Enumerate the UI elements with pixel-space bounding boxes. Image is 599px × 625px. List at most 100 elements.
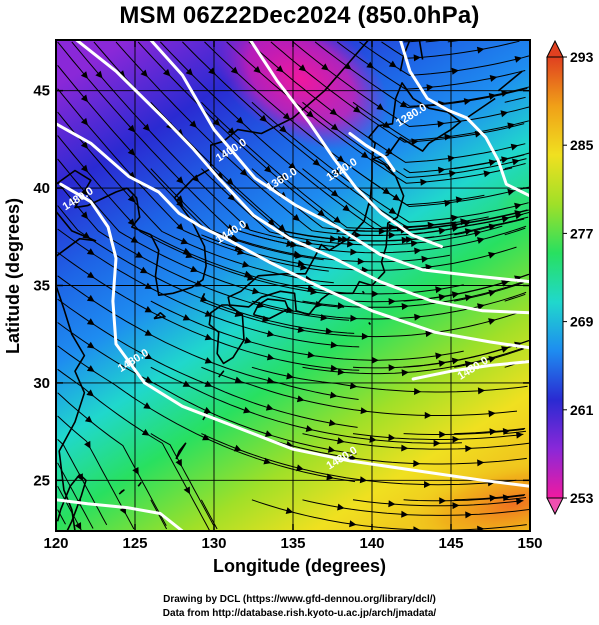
- streamline-arrowhead: [449, 170, 457, 178]
- streamline-arrowhead: [488, 410, 496, 418]
- streamline: [150, 433, 214, 526]
- streamline-arrowhead: [477, 459, 485, 467]
- streamline-arrowhead: [305, 425, 314, 432]
- streamline-arrowhead: [293, 250, 302, 258]
- streamline-arrowhead: [359, 476, 368, 484]
- streamline-arrowhead: [144, 282, 153, 289]
- streamline: [352, 101, 530, 141]
- streamline-arrowhead: [143, 402, 152, 409]
- streamline-arrowhead: [80, 188, 88, 196]
- streamline-arrowhead: [244, 336, 252, 344]
- streamline-arrowhead: [182, 314, 191, 321]
- streamline: [57, 64, 324, 261]
- streamline-arrowhead: [80, 141, 88, 149]
- streamline-arrowhead: [86, 294, 95, 302]
- streamline-arrowhead: [401, 444, 409, 452]
- y-tick-label: 30: [33, 375, 50, 392]
- y-tick-label: 45: [33, 83, 50, 100]
- streamline-arrowhead: [176, 223, 184, 231]
- streamline: [57, 298, 358, 428]
- streamline-arrowhead: [514, 56, 523, 63]
- streamline-arrowhead: [333, 216, 341, 224]
- streamline-arrowhead: [80, 94, 88, 103]
- streamline-arrowhead: [421, 255, 429, 263]
- colorbar-ticks: 293 285 277 269 261 253: [563, 49, 594, 506]
- streamline-arrowhead: [488, 356, 497, 363]
- height-contour: [56, 122, 530, 350]
- streamline-arrowhead: [297, 326, 306, 333]
- streamline-arrowhead: [382, 187, 391, 195]
- streamline-arrowhead: [329, 108, 338, 116]
- x-axis-label: Longitude (degrees): [212, 556, 386, 576]
- x-tick-label: 125: [122, 535, 147, 552]
- streamline-arrowhead: [234, 376, 243, 384]
- streamline-arrowhead: [413, 54, 421, 62]
- height-contour: [149, 40, 530, 284]
- streamline: [226, 41, 513, 184]
- colorbar-tick-label: 277: [570, 225, 594, 241]
- streamline-arrowhead: [204, 333, 213, 341]
- streamline-arrowhead: [473, 230, 482, 237]
- streamline-arrowhead: [488, 318, 496, 325]
- streamline-arrowhead: [296, 395, 305, 403]
- streamline-arrowhead: [80, 164, 88, 173]
- coastline-segment: [466, 97, 496, 119]
- streamline-arrowhead: [288, 162, 296, 170]
- streamline-arrowhead: [366, 61, 375, 69]
- streamline-arrowhead: [286, 372, 294, 380]
- x-tick-label: 145: [438, 535, 463, 552]
- height-contour: [248, 40, 443, 248]
- streamline-arrowhead: [144, 376, 153, 383]
- streamline-arrowhead: [516, 431, 524, 439]
- streamline-arrowhead: [392, 193, 401, 201]
- streamline: [57, 181, 350, 321]
- streamline: [57, 111, 334, 284]
- streamline-arrowhead: [501, 215, 510, 223]
- streamline: [201, 300, 517, 338]
- streamline-arrowhead: [489, 494, 497, 502]
- streamline-arrowhead: [413, 460, 421, 467]
- streamline-arrowhead: [435, 352, 443, 360]
- colorbar-tick-label: 293: [570, 49, 594, 65]
- streamline-arrowhead: [86, 271, 95, 279]
- streamline-arrowhead: [326, 473, 334, 481]
- x-tick-label: 140: [359, 535, 384, 552]
- streamline-arrowhead: [385, 147, 393, 155]
- streamline-arrowhead: [369, 435, 377, 443]
- streamline-arrowhead: [234, 310, 243, 317]
- streamline-arrowhead: [204, 310, 213, 317]
- streamline-arrowhead: [199, 295, 208, 302]
- streamline-arrowhead: [347, 240, 355, 248]
- height-contours: [56, 40, 530, 531]
- streamline-arrowhead: [140, 266, 148, 274]
- streamline-arrowhead: [259, 114, 267, 122]
- streamline-arrowhead: [452, 435, 460, 443]
- streamline-arrowhead: [483, 170, 491, 178]
- streamline-arrowhead: [437, 120, 445, 128]
- streamline-arrowhead: [141, 428, 150, 436]
- streamline: [504, 227, 526, 236]
- wind-streamlines: [57, 40, 530, 531]
- streamline-arrowhead: [439, 497, 447, 505]
- streamline-arrowhead: [226, 177, 234, 186]
- streamline-arrowhead: [424, 411, 432, 419]
- streamline-arrowhead: [277, 224, 286, 232]
- streamline-arrowhead: [414, 313, 422, 321]
- streamline-arrowhead: [488, 289, 497, 297]
- streamline-arrowhead: [227, 127, 236, 135]
- streamline-arrowhead: [183, 486, 190, 495]
- streamline-arrowhead: [349, 520, 357, 528]
- streamline-arrowhead: [514, 202, 522, 210]
- streamline-arrowhead: [144, 306, 153, 313]
- streamline-arrowhead: [350, 248, 358, 256]
- streamline-arrowhead: [388, 298, 396, 305]
- streamline-arrowhead: [202, 434, 210, 441]
- height-contour: [348, 132, 396, 172]
- streamline: [57, 205, 355, 334]
- streamline-arrowhead: [433, 439, 441, 447]
- streamline-arrowhead: [266, 377, 275, 384]
- streamline-arrowhead: [127, 124, 135, 133]
- streamline-arrowhead: [204, 380, 213, 387]
- height-contour: [56, 498, 184, 531]
- streamline-arrowhead: [361, 332, 369, 340]
